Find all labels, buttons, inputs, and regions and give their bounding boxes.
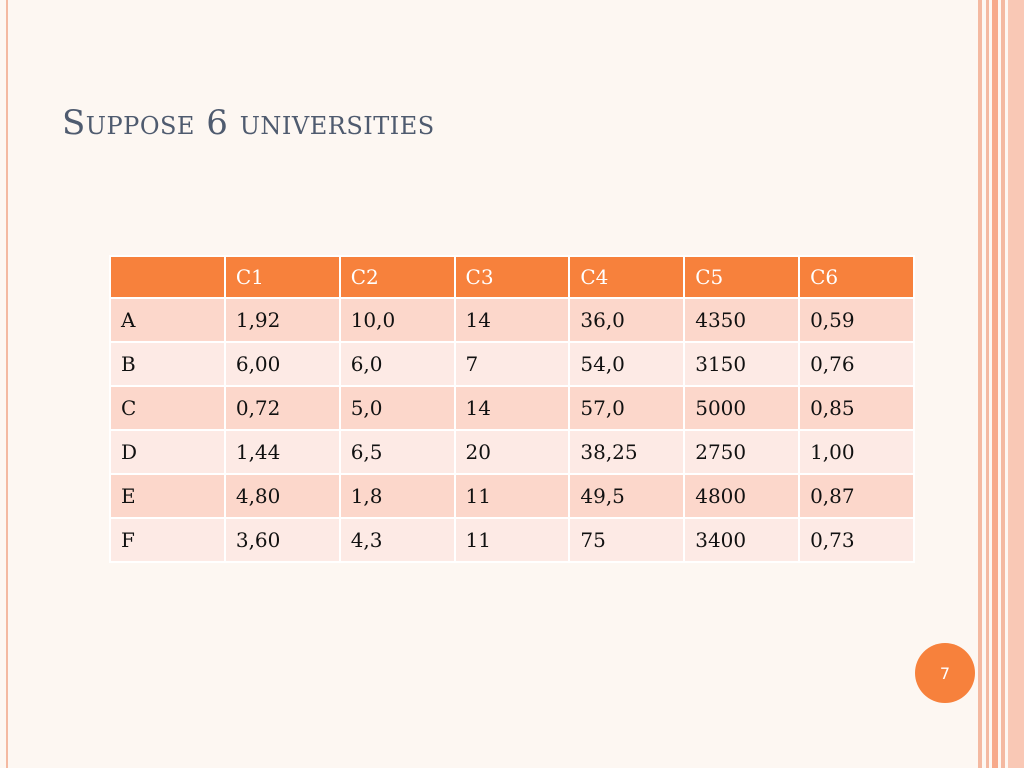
table-cell: 36,0: [568, 297, 686, 343]
right-border-stripe-4: [1001, 0, 1005, 768]
table-header-cell: C2: [338, 255, 456, 299]
data-table-container: C1 C2 C3 C4 C5 C6 A 1,92 10,0 14 36,0 43…: [109, 255, 915, 563]
table-cell: 0,87: [798, 473, 915, 519]
table-cell: 3400: [683, 517, 801, 563]
right-border-stripe-3: [992, 0, 998, 768]
row-label-cell: A: [109, 297, 226, 343]
row-label-cell: C: [109, 385, 226, 431]
row-label-cell: F: [109, 517, 226, 563]
right-border-stripe-1: [978, 0, 982, 768]
table-cell: 6,0: [338, 341, 456, 387]
table-cell: 4800: [683, 473, 801, 519]
table-cell: 6,00: [223, 341, 341, 387]
row-label-cell: E: [109, 473, 226, 519]
slide-title: Suppose 6 universities: [62, 103, 435, 143]
table-cell: 2750: [683, 429, 801, 475]
table-cell: 4350: [683, 297, 801, 343]
table-header-corner: [109, 255, 226, 299]
table-row: F 3,60 4,3 11 75 3400 0,73: [109, 517, 915, 563]
table-cell: 14: [453, 297, 571, 343]
table-cell: 0,73: [798, 517, 915, 563]
table-cell: 3,60: [223, 517, 341, 563]
table-cell: 14: [453, 385, 571, 431]
table-cell: 49,5: [568, 473, 686, 519]
data-table: C1 C2 C3 C4 C5 C6 A 1,92 10,0 14 36,0 43…: [109, 255, 915, 563]
table-header-cell: C1: [223, 255, 341, 299]
right-border-stripe-5: [1008, 0, 1024, 768]
table-row: B 6,00 6,0 7 54,0 3150 0,76: [109, 341, 915, 387]
right-border-stripe-2: [986, 0, 989, 768]
row-label-cell: D: [109, 429, 226, 475]
table-cell: 10,0: [338, 297, 456, 343]
table-header-cell: C5: [683, 255, 801, 299]
table-header-cell: C6: [798, 255, 915, 299]
table-header-cell: C3: [453, 255, 571, 299]
table-cell: 1,00: [798, 429, 915, 475]
table-cell: 0,76: [798, 341, 915, 387]
table-cell: 11: [453, 473, 571, 519]
table-cell: 4,80: [223, 473, 341, 519]
table-cell: 75: [568, 517, 686, 563]
table-cell: 1,8: [338, 473, 456, 519]
table-row: D 1,44 6,5 20 38,25 2750 1,00: [109, 429, 915, 475]
table-cell: 54,0: [568, 341, 686, 387]
table-row: E 4,80 1,8 11 49,5 4800 0,87: [109, 473, 915, 519]
table-cell: 0,85: [798, 385, 915, 431]
table-cell: 20: [453, 429, 571, 475]
table-row: C 0,72 5,0 14 57,0 5000 0,85: [109, 385, 915, 431]
table-cell: 1,92: [223, 297, 341, 343]
table-cell: 4,3: [338, 517, 456, 563]
table-cell: 38,25: [568, 429, 686, 475]
table-cell: 3150: [683, 341, 801, 387]
table-header-row: C1 C2 C3 C4 C5 C6: [109, 255, 915, 299]
table-header-cell: C4: [568, 255, 686, 299]
table-cell: 11: [453, 517, 571, 563]
table-cell: 6,5: [338, 429, 456, 475]
table-cell: 57,0: [568, 385, 686, 431]
table-cell: 5,0: [338, 385, 456, 431]
table-cell: 7: [453, 341, 571, 387]
row-label-cell: B: [109, 341, 226, 387]
page-number-badge: 7: [915, 643, 975, 703]
table-cell: 0,59: [798, 297, 915, 343]
table-cell: 5000: [683, 385, 801, 431]
table-row: A 1,92 10,0 14 36,0 4350 0,59: [109, 297, 915, 343]
table-cell: 0,72: [223, 385, 341, 431]
left-border-line: [6, 0, 8, 768]
table-cell: 1,44: [223, 429, 341, 475]
